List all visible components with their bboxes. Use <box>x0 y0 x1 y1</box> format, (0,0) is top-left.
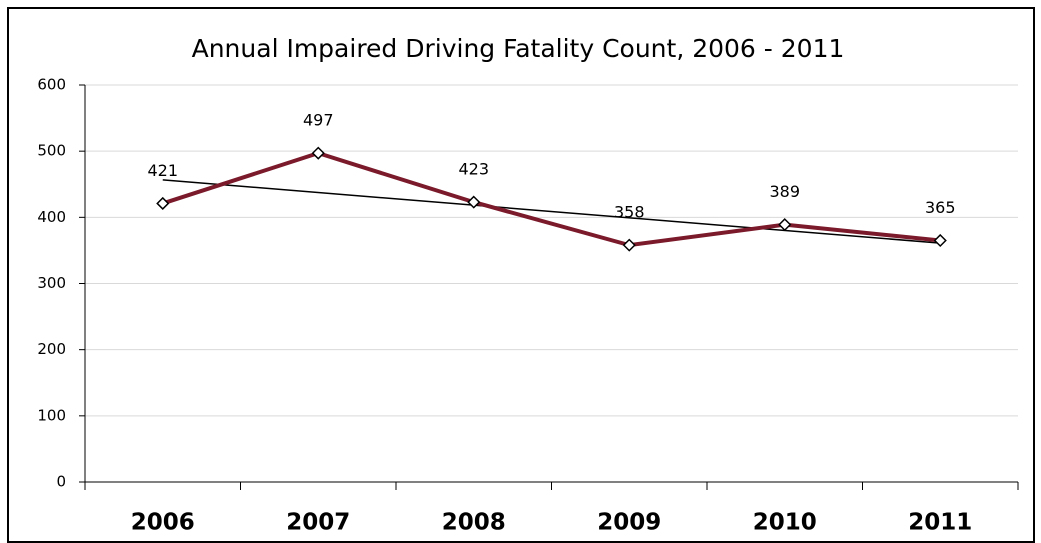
chart-title: Annual Impaired Driving Fatality Count, … <box>192 34 845 63</box>
y-tick-label: 500 <box>37 142 66 160</box>
y-tick-label: 600 <box>37 76 66 94</box>
chart-frame <box>7 7 1035 543</box>
data-label: 389 <box>769 182 800 201</box>
point-marker <box>933 233 947 248</box>
x-tick-label: 2011 <box>908 510 972 536</box>
x-tick-label: 2009 <box>597 510 661 536</box>
y-tick-label: 0 <box>56 473 66 491</box>
data-label: 497 <box>303 111 334 130</box>
y-tick-label: 400 <box>37 208 66 226</box>
data-label: 423 <box>458 160 489 179</box>
data-label: 421 <box>147 161 178 180</box>
y-tick-label: 200 <box>37 340 66 358</box>
x-tick-label: 2007 <box>286 510 350 536</box>
x-tick-label: 2008 <box>442 510 506 536</box>
series-line <box>162 151 941 248</box>
point-marker <box>156 196 170 210</box>
data-label: 358 <box>614 203 645 222</box>
y-tick-label: 100 <box>37 406 66 424</box>
x-tick-label: 2010 <box>753 510 817 536</box>
trend-line <box>162 179 941 244</box>
point-marker <box>622 238 636 252</box>
data-label: 365 <box>925 198 956 217</box>
x-tick-label: 2006 <box>131 510 195 536</box>
point-marker <box>778 218 792 232</box>
point-marker <box>311 146 325 160</box>
point-marker <box>467 195 481 209</box>
y-tick-label: 300 <box>37 274 66 292</box>
